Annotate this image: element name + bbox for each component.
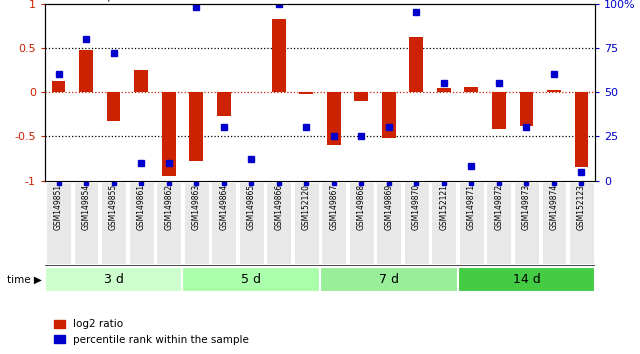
Text: GSM149851: GSM149851 [54,184,63,230]
Bar [217,92,230,116]
Bar [134,70,148,92]
Bar [492,92,506,129]
Text: time ▶: time ▶ [7,275,42,285]
Text: GSM149854: GSM149854 [81,184,91,230]
Bar [459,182,484,264]
Bar [431,182,456,264]
Text: GSM149861: GSM149861 [136,184,146,230]
Bar [458,267,595,292]
Bar [189,92,203,161]
Text: GSM149873: GSM149873 [522,184,531,230]
Text: GSM152120: GSM152120 [301,184,311,230]
Text: 3 d: 3 d [104,273,124,286]
Bar [107,92,120,121]
Bar [382,92,396,138]
Bar [294,182,319,264]
Bar [320,267,458,292]
Bar [404,182,429,264]
Text: GSM149855: GSM149855 [109,184,118,230]
Bar [162,92,175,176]
Bar [327,92,340,145]
Bar [129,182,154,264]
Text: GSM149865: GSM149865 [246,184,256,230]
Bar [355,92,368,101]
Bar [272,19,285,92]
Text: GSM149866: GSM149866 [274,184,284,230]
Text: GSM152121: GSM152121 [439,184,449,230]
Bar [79,50,93,92]
Bar [74,182,99,264]
Bar [410,37,423,92]
Bar [300,92,313,94]
Bar [514,182,539,264]
Text: GSM149862: GSM149862 [164,184,173,230]
Text: GSM149864: GSM149864 [219,184,228,230]
Bar [486,182,511,264]
Text: GSM149874: GSM149874 [549,184,559,230]
Text: GSM149870: GSM149870 [412,184,421,230]
Bar [465,87,478,92]
Bar [321,182,346,264]
Text: 14 d: 14 d [513,273,540,286]
Text: GSM149863: GSM149863 [191,184,201,230]
Text: GSM149867: GSM149867 [329,184,339,230]
Bar [46,182,71,264]
Bar [575,92,588,167]
Bar [182,267,320,292]
Bar [569,182,594,264]
Bar [52,80,65,92]
Bar [547,90,561,92]
Text: 7 d: 7 d [379,273,399,286]
Text: GSM149869: GSM149869 [384,184,394,230]
Bar [211,182,236,264]
Bar [520,92,533,126]
Text: 5 d: 5 d [241,273,261,286]
Bar [541,182,566,264]
Bar [184,182,209,264]
Text: GSM152123: GSM152123 [577,184,586,230]
Text: GSM149871: GSM149871 [467,184,476,230]
Bar [376,182,401,264]
Text: GDS3386 / 15379: GDS3386 / 15379 [45,0,156,2]
Bar [437,87,451,92]
Bar [349,182,374,264]
Bar [156,182,181,264]
Text: GSM149868: GSM149868 [356,184,366,230]
Bar [239,182,264,264]
Bar [45,267,182,292]
Bar [101,182,126,264]
Legend: log2 ratio, percentile rank within the sample: log2 ratio, percentile rank within the s… [50,315,253,349]
Text: GSM149872: GSM149872 [494,184,504,230]
Bar [266,182,291,264]
